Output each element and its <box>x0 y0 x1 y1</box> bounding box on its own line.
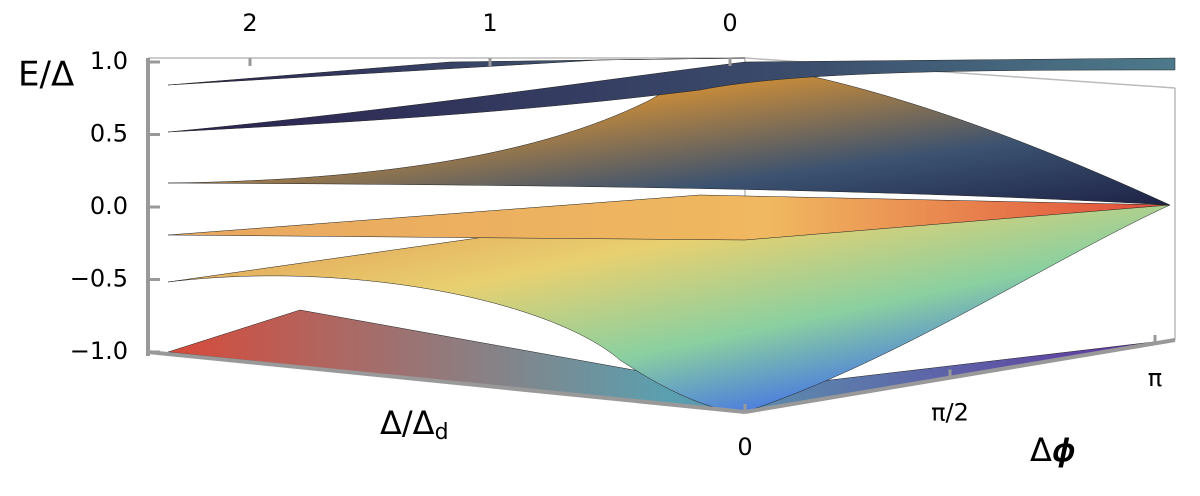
x-tick-label: 0 <box>722 9 737 37</box>
x-tick-label: 2 <box>242 9 257 37</box>
x-axis-label: Δ/Δd <box>380 404 449 445</box>
y-tick-label: π <box>1148 364 1162 392</box>
x-axis <box>147 350 746 414</box>
z-tick-label: 1.0 <box>90 47 128 75</box>
surfaces <box>167 57 1176 413</box>
x-axis-label-sub: d <box>435 420 449 445</box>
y-axis <box>744 338 1176 414</box>
z-tick-label: −1.0 <box>70 337 128 365</box>
z-axis-label: E/Δ <box>18 55 74 95</box>
z-tick-label: 0.0 <box>90 192 128 220</box>
x-tick-label: 1 <box>482 9 497 37</box>
y-tick-label: 0 <box>737 433 752 461</box>
z-tick-label: −0.5 <box>70 265 128 293</box>
y-axis-label: Δ𝝓 <box>1030 431 1075 469</box>
y-tick-label: π/2 <box>931 398 969 426</box>
z-tick-label: 0.5 <box>90 120 128 148</box>
x-axis-label-main: Δ/Δ <box>380 404 435 442</box>
